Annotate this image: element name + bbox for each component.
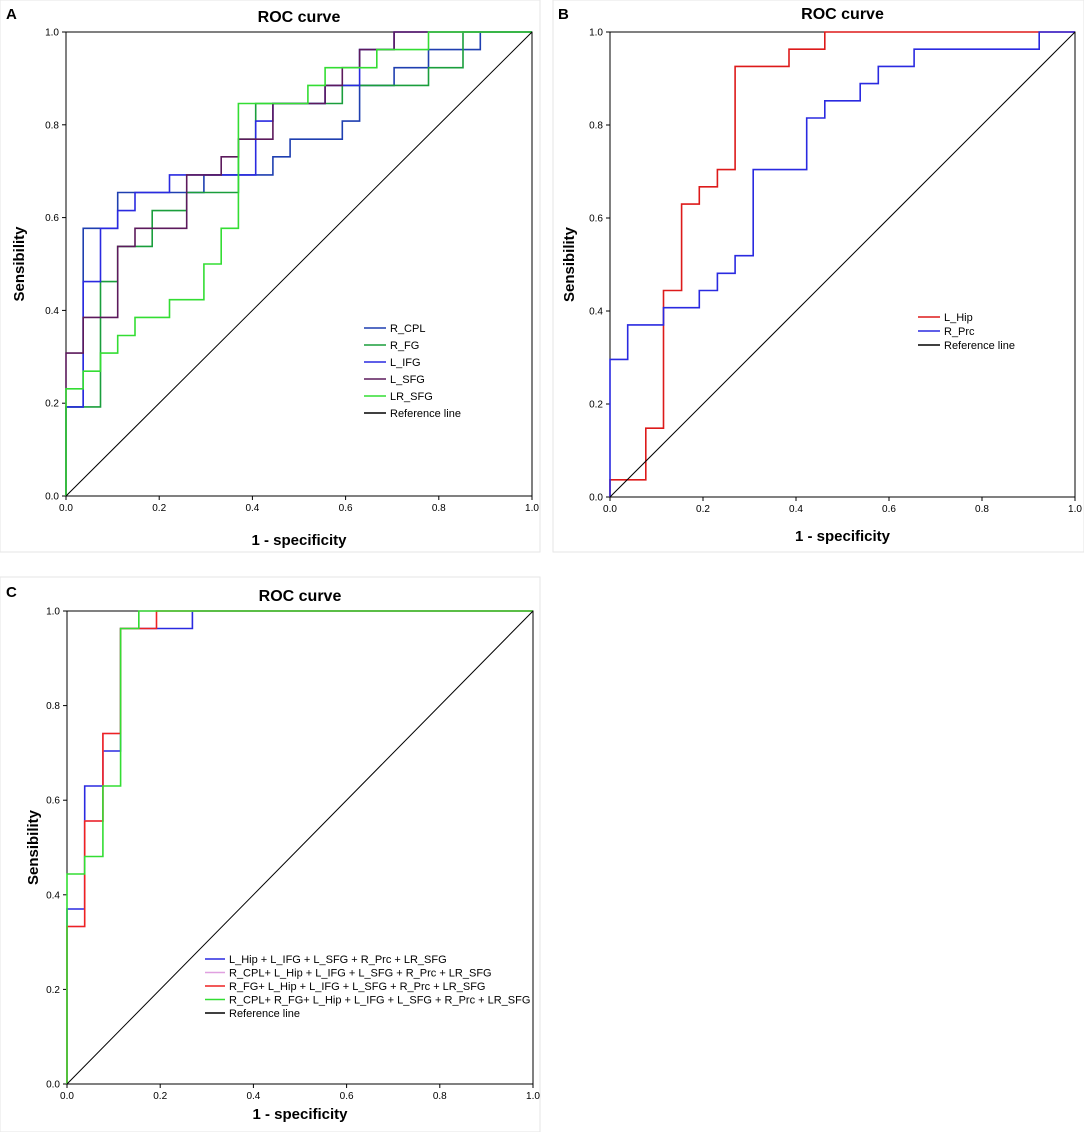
- y-tick-label: 0.2: [46, 985, 60, 996]
- panel-letter: B: [558, 6, 569, 23]
- series-line: [609, 31, 1075, 497]
- x-tick-label: 0.4: [245, 503, 259, 514]
- y-axis-label: Sensibility: [25, 809, 42, 885]
- x-tick-label: 0.8: [432, 503, 446, 514]
- x-tick-label: 1.0: [1068, 504, 1082, 515]
- panel-c: C ROC curve 0.0 0.2 0.4 0.6 0.8 1.0 0.0 0.2 0.4 0.6…: [0, 576, 541, 1132]
- x-tick-label: 0.0: [59, 503, 73, 514]
- reference-line: [66, 610, 534, 1085]
- panel-frame: [0, 576, 541, 1132]
- x-tick-label: 0.8: [975, 504, 989, 515]
- y-tick-label: 0.0: [589, 493, 603, 504]
- x-tick-label: 0.0: [603, 504, 617, 515]
- x-tick-label: 0.2: [153, 1091, 167, 1102]
- x-tick-label: 0.0: [60, 1091, 74, 1102]
- y-tick-label: 0.4: [46, 890, 60, 901]
- panel-frame: [552, 0, 1084, 553]
- panel-letter: A: [6, 6, 17, 23]
- legend-entry: R_CPL+ L_Hip + L_IFG + L_SFG + R_Prc + L…: [229, 968, 492, 980]
- legend-entry: Reference line: [229, 1008, 300, 1020]
- y-tick-label: 0.6: [46, 796, 60, 807]
- chart-title: ROC curve: [258, 9, 341, 26]
- y-tick-label: 0.4: [589, 307, 603, 318]
- x-tick-label: 0.4: [246, 1091, 260, 1102]
- x-tick-label: 0.6: [340, 1091, 354, 1102]
- y-tick-label: 0.2: [45, 399, 59, 410]
- y-tick-label: 0.0: [46, 1080, 60, 1091]
- x-axis-label: 1 - specificity: [795, 528, 891, 545]
- legend: R_CPL R_FG L_IFG L_SFG LR_SFG Reference line: [364, 323, 461, 420]
- legend-entry: L_SFG: [390, 374, 425, 386]
- legend-entry: LR_SFG: [390, 391, 433, 403]
- x-axis-label: 1 - specificity: [252, 1106, 348, 1123]
- x-tick-label: 0.8: [433, 1091, 447, 1102]
- x-tick-label: 0.6: [882, 504, 896, 515]
- panel-letter: C: [6, 584, 17, 601]
- legend-entry: R_CPL: [390, 323, 425, 335]
- x-tick-label: 0.2: [696, 504, 710, 515]
- panel-b: B ROC curve 0.0 0.2 0.4 0.6 0.8 1.0 0.0 0.2 0.4 0.6…: [552, 0, 1084, 553]
- y-tick-label: 0.8: [45, 120, 59, 131]
- y-axis-label: Sensibility: [11, 226, 28, 302]
- x-tick-label: 0.2: [152, 503, 166, 514]
- y-tick-label: 0.2: [589, 400, 603, 411]
- legend-entry: Reference line: [944, 340, 1015, 352]
- legend: L_Hip R_Prc Reference line: [918, 312, 1015, 352]
- series-line: [609, 31, 1075, 497]
- chart-title: ROC curve: [801, 6, 884, 23]
- chart-title: ROC curve: [259, 588, 342, 605]
- y-tick-label: 0.8: [46, 701, 60, 712]
- legend-entry: L_Hip + L_IFG + L_SFG + R_Prc + LR_SFG: [229, 954, 447, 966]
- legend: L_Hip + L_IFG + L_SFG + R_Prc + LR_SFG R_…: [205, 954, 530, 1020]
- legend-entry: Reference line: [390, 408, 461, 420]
- y-tick-label: 0.4: [45, 306, 59, 317]
- x-tick-label: 0.4: [789, 504, 803, 515]
- legend-entry: R_FG: [390, 340, 419, 352]
- y-tick-label: 1.0: [46, 607, 60, 618]
- y-tick-label: 0.6: [45, 213, 59, 224]
- series-line: [66, 610, 533, 1084]
- y-tick-label: 0.6: [589, 214, 603, 225]
- x-tick-label: 0.6: [339, 503, 353, 514]
- reference-line: [609, 31, 1076, 498]
- series-line: [65, 31, 532, 496]
- series-line: [66, 610, 533, 1084]
- plot-area: [65, 31, 533, 497]
- legend-entry: R_FG+ L_Hip + L_IFG + L_SFG + R_Prc + LR…: [229, 981, 485, 993]
- panel-a: A ROC curve 0.0 0.2 0.4 0.6 0.8 1.0 0.0 0.2 0.4 0.6…: [0, 0, 541, 553]
- x-tick-label: 1.0: [525, 503, 539, 514]
- panel-frame: [0, 0, 541, 553]
- y-tick-label: 1.0: [45, 28, 59, 39]
- legend-entry: L_IFG: [390, 357, 421, 369]
- legend-entry: R_CPL+ R_FG+ L_Hip + L_IFG + L_SFG + R_P…: [229, 995, 530, 1007]
- legend-entry: R_Prc: [944, 326, 975, 338]
- series-line: [66, 610, 533, 1084]
- y-tick-label: 0.0: [45, 492, 59, 503]
- y-tick-label: 0.8: [589, 121, 603, 132]
- x-tick-label: 1.0: [526, 1091, 540, 1102]
- reference-line: [65, 31, 533, 497]
- y-axis-label: Sensibility: [561, 226, 578, 302]
- series-line: [65, 31, 532, 496]
- x-axis-label: 1 - specificity: [251, 532, 347, 549]
- y-tick-label: 1.0: [589, 28, 603, 39]
- legend-entry: L_Hip: [944, 312, 973, 324]
